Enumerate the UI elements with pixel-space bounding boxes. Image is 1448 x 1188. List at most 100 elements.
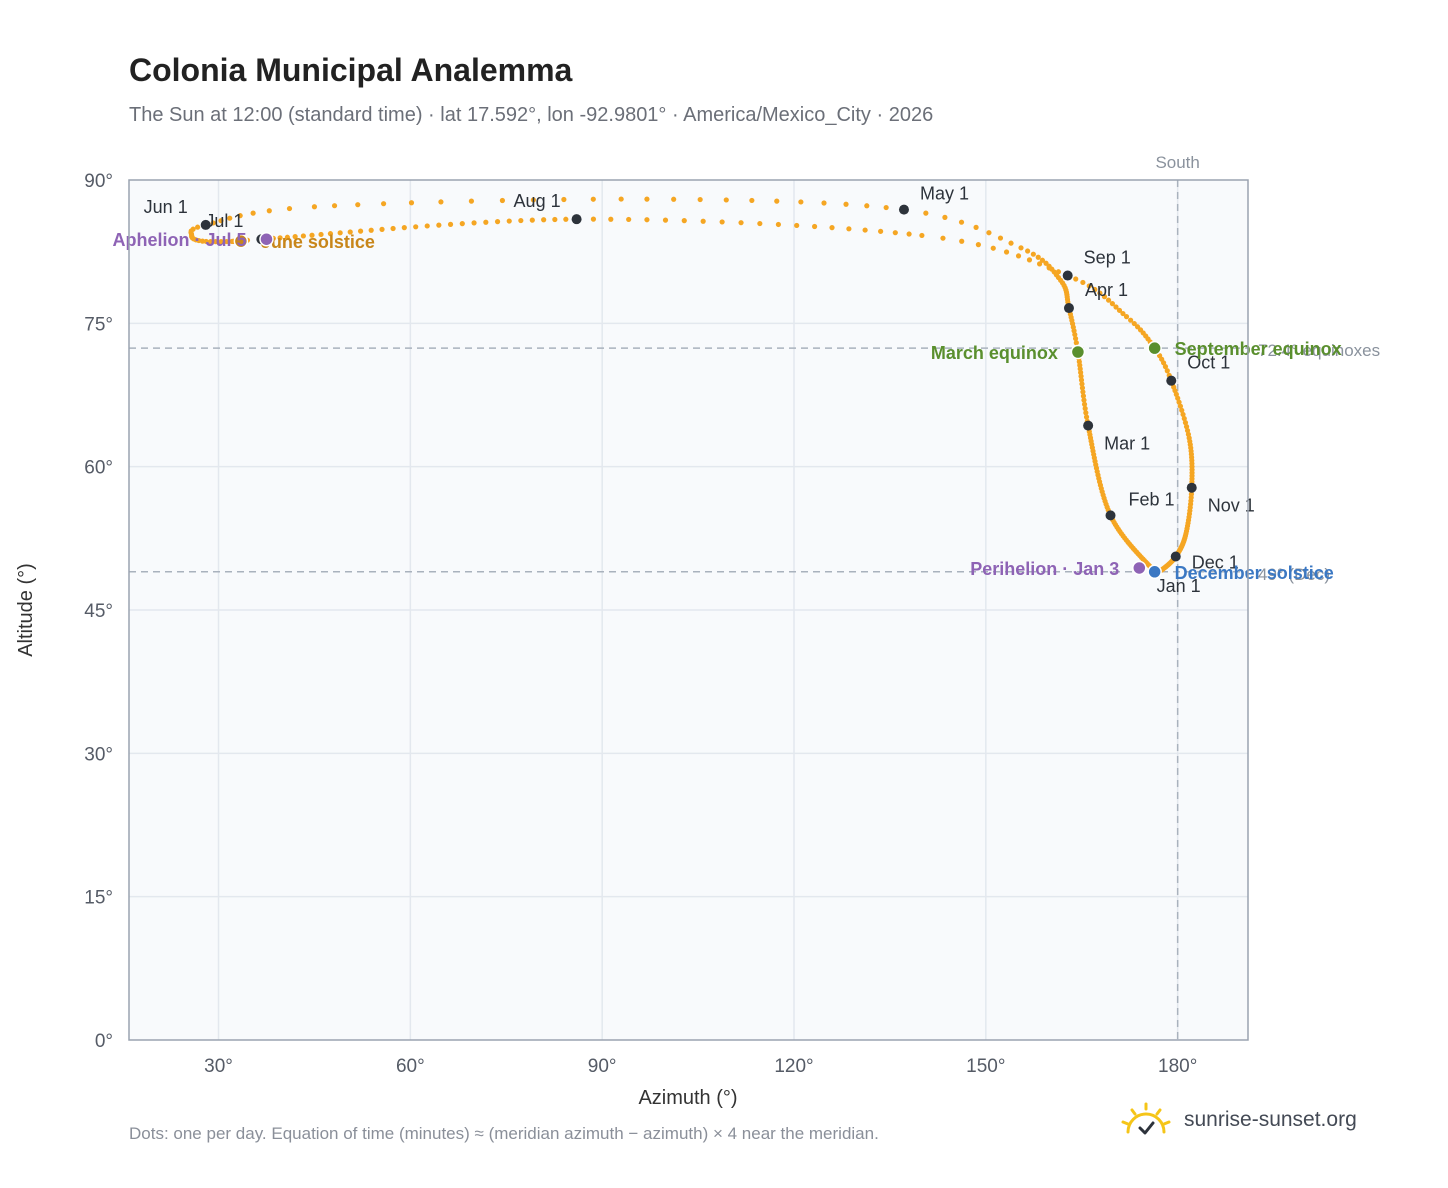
brand-name[interactable]: sunrise-sunset.org — [1184, 1108, 1357, 1131]
day-dot — [975, 242, 981, 248]
day-dot — [942, 214, 948, 220]
sun-logo-icon — [1121, 1102, 1171, 1135]
day-dot — [213, 239, 219, 245]
month-label: Feb 1 — [1129, 489, 1175, 509]
day-dot — [959, 238, 965, 244]
event-label: September equinox — [1175, 339, 1342, 359]
day-dot — [438, 199, 444, 205]
day-dot — [864, 203, 870, 209]
month-marker — [1062, 270, 1073, 281]
day-dot — [1080, 279, 1086, 286]
day-dot — [347, 229, 353, 235]
day-dot — [552, 216, 558, 223]
brand[interactable]: sunrise-sunset.org — [1120, 1102, 1357, 1138]
day-dot — [749, 197, 755, 204]
day-dot — [436, 222, 442, 228]
day-dot — [471, 220, 477, 226]
day-dot — [1181, 415, 1187, 422]
month-marker — [1063, 303, 1074, 314]
grid — [129, 180, 1248, 1040]
day-dot — [237, 213, 243, 219]
month-label: Dec 1 — [1192, 552, 1239, 572]
day-dot — [986, 230, 992, 236]
event-marker — [1147, 340, 1162, 356]
x-tick-label: 150° — [966, 1056, 1005, 1077]
day-dot — [529, 217, 535, 223]
month-label: Sep 1 — [1084, 248, 1131, 268]
day-dot — [1180, 411, 1186, 418]
day-dot — [862, 227, 868, 233]
day-dot — [424, 223, 430, 229]
day-dot — [357, 228, 364, 234]
day-dot — [1073, 276, 1079, 282]
day-dot — [700, 218, 706, 224]
day-dot — [843, 201, 849, 207]
day-dot — [368, 227, 374, 233]
y-tick-label: 0° — [95, 1031, 113, 1052]
month-marker — [1166, 375, 1177, 386]
day-dot — [1164, 368, 1170, 374]
day-dot — [518, 217, 524, 224]
month-marker — [200, 219, 211, 230]
day-dot — [447, 221, 454, 227]
day-dot — [829, 225, 835, 231]
day-dot — [208, 239, 214, 245]
day-dot — [1036, 261, 1043, 267]
month-label: May 1 — [920, 184, 969, 204]
day-dot — [380, 201, 387, 207]
day-dot — [292, 234, 298, 240]
day-dot — [1030, 251, 1036, 257]
altitude-reference-label: 72.4° equinoxes — [1258, 341, 1380, 360]
day-dot — [1109, 301, 1115, 307]
month-marker — [1186, 482, 1197, 493]
day-dot — [318, 231, 324, 238]
day-dot — [990, 245, 996, 251]
day-dot — [408, 200, 415, 206]
month-markers: Jan 1 Feb 1 Mar 1 Apr 1 May 1 Jun 1 Jul 1 Aug 1… — [144, 184, 1255, 596]
day-dot — [1015, 253, 1022, 259]
day-dot — [311, 204, 318, 210]
reference-lines: South 72.4° equinoxes 49° (Dec) — [129, 153, 1380, 1040]
day-dot — [1086, 283, 1092, 289]
day-dot — [390, 225, 396, 232]
month-label: Nov 1 — [1208, 496, 1255, 516]
day-dot — [919, 232, 925, 239]
event-marker — [1132, 560, 1147, 576]
chart-subtitle: The Sun at 12:00 (standard time) · lat 1… — [129, 104, 934, 126]
x-tick-label: 90° — [588, 1056, 617, 1077]
day-dot — [203, 238, 209, 245]
month-marker — [1105, 510, 1116, 521]
day-dot — [1003, 249, 1010, 255]
day-dot — [1073, 340, 1079, 346]
day-dot — [892, 230, 898, 236]
month-label: Mar 1 — [1104, 434, 1150, 454]
event-label: December solstice — [1175, 563, 1334, 583]
day-dot — [1080, 393, 1087, 399]
day-dot — [1072, 335, 1079, 342]
day-dot — [210, 220, 216, 226]
day-dot — [563, 216, 569, 222]
day-dot — [355, 202, 361, 208]
y-tick-label: 15° — [84, 888, 113, 909]
day-dot — [494, 219, 501, 225]
day-dot — [811, 223, 818, 230]
month-label: Oct 1 — [1187, 353, 1230, 373]
month-label: Aug 1 — [514, 191, 561, 211]
day-dot — [483, 219, 489, 225]
month-marker — [571, 214, 582, 225]
day-dot — [1123, 314, 1130, 320]
day-dot — [1026, 257, 1033, 263]
footnote: Dots: one per day. Equation of time (min… — [129, 1124, 879, 1143]
y-tick-label: 90° — [84, 171, 113, 192]
day-dot — [1120, 310, 1126, 317]
day-dot — [1182, 420, 1189, 426]
day-dot — [846, 226, 852, 232]
day-dot — [738, 220, 744, 226]
day-dot — [958, 219, 965, 225]
day-dot — [697, 196, 703, 203]
day-dot — [590, 216, 597, 222]
day-dot — [723, 197, 729, 203]
y-tick-label: 75° — [84, 314, 113, 335]
day-dot — [309, 232, 315, 238]
day-dot — [1128, 317, 1134, 323]
